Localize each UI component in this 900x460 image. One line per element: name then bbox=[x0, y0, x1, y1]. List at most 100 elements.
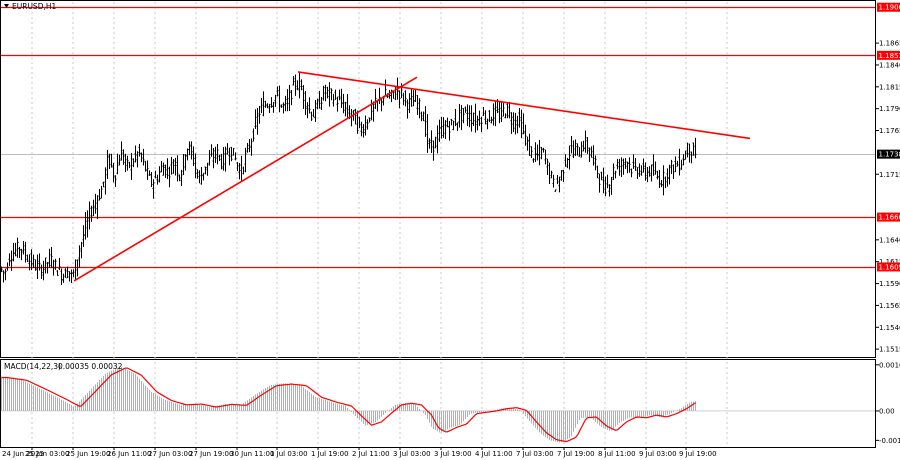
price-bar bbox=[110, 153, 113, 168]
current-price-tag bbox=[877, 149, 900, 159]
price-bar bbox=[380, 99, 383, 112]
price-bar bbox=[520, 109, 523, 139]
price-bar bbox=[324, 84, 327, 102]
price-bar bbox=[668, 164, 671, 185]
price-bar bbox=[648, 166, 651, 177]
price-bar bbox=[8, 253, 11, 267]
price-bar bbox=[112, 162, 115, 183]
price-bar bbox=[336, 96, 339, 112]
price-bar bbox=[322, 85, 325, 101]
x-tick-label: 27 Jun 03:00 bbox=[148, 450, 192, 458]
price-bar bbox=[288, 84, 291, 111]
dropdown-triangle-icon[interactable] bbox=[4, 4, 9, 8]
price-bar bbox=[54, 258, 57, 270]
price-bar bbox=[154, 170, 157, 179]
x-tick-label: 9 Jul 19:00 bbox=[679, 450, 717, 458]
price-bar bbox=[682, 154, 685, 166]
price-bar bbox=[564, 154, 567, 167]
price-bar bbox=[458, 103, 461, 128]
price-bar bbox=[86, 210, 89, 238]
price-bar bbox=[404, 90, 407, 107]
price-bars bbox=[0, 72, 697, 286]
price-bar bbox=[214, 146, 217, 164]
price-bar bbox=[438, 119, 441, 142]
price-bar bbox=[70, 269, 73, 283]
price-bar bbox=[656, 170, 659, 180]
price-bar bbox=[252, 128, 255, 142]
price-bar bbox=[192, 146, 195, 167]
price-bar bbox=[492, 103, 495, 126]
price-bar bbox=[414, 88, 417, 103]
price-bar bbox=[328, 82, 331, 107]
price-bar bbox=[594, 155, 597, 171]
price-bar bbox=[246, 143, 249, 153]
x-tick-label: 25 Jun 19:00 bbox=[66, 450, 110, 458]
price-bar bbox=[136, 151, 139, 168]
price-bar bbox=[572, 140, 575, 159]
price-bar bbox=[84, 212, 87, 240]
price-bar bbox=[642, 158, 645, 173]
price-bar bbox=[210, 144, 213, 157]
price-bar bbox=[544, 149, 547, 165]
price-bar bbox=[172, 159, 175, 174]
price-bar bbox=[206, 162, 209, 176]
x-tick-label: 2 Jul 11:00 bbox=[352, 450, 390, 458]
y-tick-label: 1.1515 bbox=[879, 346, 900, 354]
price-bar bbox=[82, 225, 85, 247]
price-bar bbox=[618, 158, 621, 176]
price-bar bbox=[584, 130, 587, 153]
price-bar bbox=[230, 146, 233, 162]
price-bar bbox=[260, 98, 263, 114]
price-bar bbox=[158, 166, 161, 183]
price-bar bbox=[258, 105, 261, 124]
price-bar bbox=[636, 167, 639, 180]
price-bar bbox=[434, 136, 437, 149]
price-bar bbox=[332, 93, 335, 107]
price-bar bbox=[474, 103, 477, 133]
price-bar bbox=[510, 112, 513, 134]
y-tick-label: 1.1565 bbox=[879, 302, 900, 310]
price-bar bbox=[464, 106, 467, 113]
price-bar bbox=[424, 106, 427, 137]
price-bar bbox=[346, 94, 349, 118]
price-bar bbox=[606, 174, 609, 189]
price-bar bbox=[150, 172, 153, 188]
price-bar bbox=[356, 110, 359, 134]
price-bar bbox=[528, 133, 531, 157]
price-bar bbox=[624, 158, 627, 170]
macd-indicator: 0.00163 0.00 -0.00104 bbox=[1, 361, 900, 445]
price-bar bbox=[4, 268, 7, 281]
price-bar bbox=[228, 147, 231, 166]
price-bar bbox=[374, 88, 377, 110]
price-bar bbox=[466, 104, 469, 127]
price-bar bbox=[250, 138, 253, 156]
price-bar bbox=[306, 102, 309, 119]
x-tick-label: 30 Jun 11:00 bbox=[230, 450, 274, 458]
price-bar bbox=[240, 155, 243, 181]
price-bar bbox=[468, 105, 471, 128]
price-bar bbox=[94, 193, 97, 214]
price-bar bbox=[588, 147, 591, 163]
price-bar bbox=[598, 173, 601, 193]
price-bar bbox=[358, 116, 361, 129]
y-tick-label: 1.1765 bbox=[879, 127, 900, 135]
price-bar bbox=[18, 246, 21, 259]
price-bar bbox=[314, 100, 317, 122]
price-bar bbox=[486, 118, 489, 130]
price-bar bbox=[238, 163, 241, 180]
price-bar bbox=[50, 247, 53, 269]
price-bar bbox=[494, 101, 497, 127]
price-bar bbox=[296, 80, 299, 91]
price-bar bbox=[518, 108, 521, 128]
price-bar bbox=[638, 163, 641, 177]
price-bar bbox=[576, 143, 579, 156]
price-bar bbox=[180, 169, 183, 187]
price-bar bbox=[602, 167, 605, 194]
price-bar bbox=[590, 146, 593, 158]
price-bar bbox=[478, 110, 481, 126]
price-bar bbox=[68, 270, 71, 282]
price-bar bbox=[530, 146, 533, 158]
y-tick-label: 1.1640 bbox=[879, 236, 900, 244]
price-bar bbox=[578, 147, 581, 157]
